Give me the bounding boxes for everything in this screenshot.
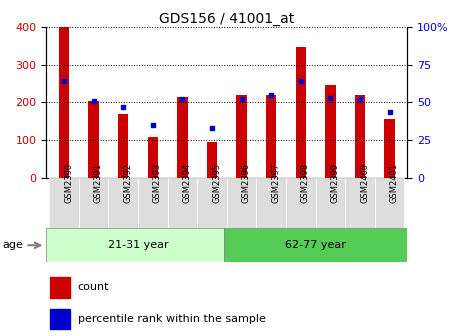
Bar xyxy=(148,136,158,178)
Text: GSM2401: GSM2401 xyxy=(390,163,399,203)
Text: age: age xyxy=(2,240,23,250)
Text: 62-77 year: 62-77 year xyxy=(285,240,346,250)
Point xyxy=(357,97,364,102)
Text: GSM2390: GSM2390 xyxy=(64,163,73,203)
Bar xyxy=(237,95,247,178)
Text: count: count xyxy=(78,282,109,292)
Point xyxy=(327,95,334,101)
Bar xyxy=(384,120,395,178)
Bar xyxy=(316,178,345,228)
Text: GSM2398: GSM2398 xyxy=(301,163,310,203)
Text: GSM2391: GSM2391 xyxy=(94,163,103,203)
Bar xyxy=(257,178,286,228)
Point xyxy=(90,98,97,104)
Point xyxy=(297,79,305,84)
Point xyxy=(179,97,186,102)
Title: GDS156 / 41001_at: GDS156 / 41001_at xyxy=(159,12,294,26)
Bar xyxy=(227,178,257,228)
Bar xyxy=(266,95,276,178)
Text: GSM2400: GSM2400 xyxy=(360,163,369,203)
Bar xyxy=(118,114,128,178)
Point xyxy=(238,97,245,102)
Bar xyxy=(197,178,227,228)
Bar xyxy=(224,228,419,262)
Bar xyxy=(50,309,70,329)
Bar xyxy=(50,277,70,298)
Bar xyxy=(108,178,138,228)
Bar xyxy=(375,178,405,228)
Text: GSM2399: GSM2399 xyxy=(331,163,339,203)
Point xyxy=(208,126,216,131)
Bar xyxy=(296,47,306,178)
Point xyxy=(268,92,275,98)
Point xyxy=(149,123,156,128)
Bar xyxy=(325,85,336,178)
Bar xyxy=(46,228,224,262)
Bar xyxy=(207,142,217,178)
Text: GSM2395: GSM2395 xyxy=(212,163,221,203)
Bar xyxy=(79,178,108,228)
Text: GSM2393: GSM2393 xyxy=(153,163,162,203)
Bar xyxy=(88,100,99,178)
Text: GSM2392: GSM2392 xyxy=(123,163,132,203)
Bar xyxy=(49,178,79,228)
Bar xyxy=(59,27,69,178)
Text: GSM2396: GSM2396 xyxy=(242,163,250,203)
Point xyxy=(119,104,127,110)
Bar xyxy=(286,178,316,228)
Bar xyxy=(168,178,197,228)
Point xyxy=(386,109,394,114)
Text: percentile rank within the sample: percentile rank within the sample xyxy=(78,314,266,324)
Point xyxy=(60,79,68,84)
Bar xyxy=(177,97,188,178)
Text: 21-31 year: 21-31 year xyxy=(108,240,169,250)
Bar xyxy=(345,178,375,228)
Text: GSM2397: GSM2397 xyxy=(271,163,280,203)
Bar xyxy=(138,178,168,228)
Text: GSM2394: GSM2394 xyxy=(182,163,192,203)
Bar xyxy=(355,95,365,178)
